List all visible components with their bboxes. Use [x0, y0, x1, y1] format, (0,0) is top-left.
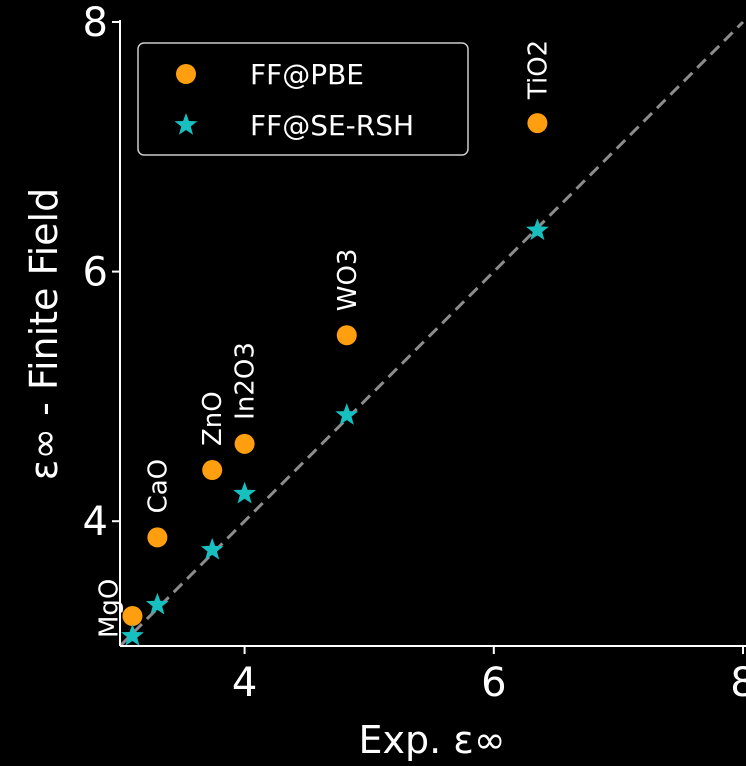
- point-label-tio2: TiO2: [523, 40, 553, 100]
- point-label-zno: ZnO: [198, 391, 228, 446]
- point-ff-pbe-in2o3: [234, 433, 255, 454]
- point-label-in2o3: In2O3: [231, 342, 261, 420]
- reference-line-y-equals-x: [118, 20, 745, 648]
- point-ff-se-rsh-mgo: [121, 624, 144, 646]
- x-tick-label-4: 4: [232, 660, 257, 706]
- point-ff-pbe-tio2: [527, 113, 548, 134]
- y-tick-label-4: 4: [83, 499, 108, 545]
- y-axis-label: ε∞ - Finite Field: [22, 188, 66, 480]
- axes: 4 6 8 4 6 8: [83, 0, 746, 706]
- legend-entry-ff-se-rsh: FF@SE-RSH: [250, 109, 414, 142]
- point-ff-pbe-mgo: [122, 606, 143, 627]
- legend-marker-ff-se-rsh: [174, 113, 198, 135]
- legend-marker-ff-pbe: [176, 64, 196, 84]
- x-tick-label-8: 8: [730, 660, 746, 706]
- point-ff-se-rsh-wo3: [335, 403, 359, 425]
- y-tick-label-6: 6: [83, 250, 108, 296]
- point-ff-se-rsh-in2o3: [233, 481, 257, 504]
- x-axis-label: Exp. ε∞: [359, 718, 506, 762]
- point-ff-se-rsh-tio2: [526, 218, 549, 241]
- point-ff-se-rsh-zno: [200, 537, 224, 560]
- legend: FF@PBE FF@SE-RSH: [137, 42, 469, 156]
- point-ff-se-rsh-cao: [145, 592, 169, 615]
- legend-entry-ff-pbe: FF@PBE: [250, 58, 364, 91]
- legend-box: [137, 42, 469, 156]
- point-ff-pbe-zno: [202, 460, 223, 481]
- x-tick-label-6: 6: [481, 660, 506, 706]
- point-label-wo3: WO3: [333, 249, 363, 312]
- point-label-cao: CaO: [143, 459, 173, 514]
- y-tick-label-8: 8: [83, 0, 108, 46]
- point-ff-pbe-cao: [147, 527, 168, 548]
- point-ff-pbe-wo3: [336, 325, 357, 346]
